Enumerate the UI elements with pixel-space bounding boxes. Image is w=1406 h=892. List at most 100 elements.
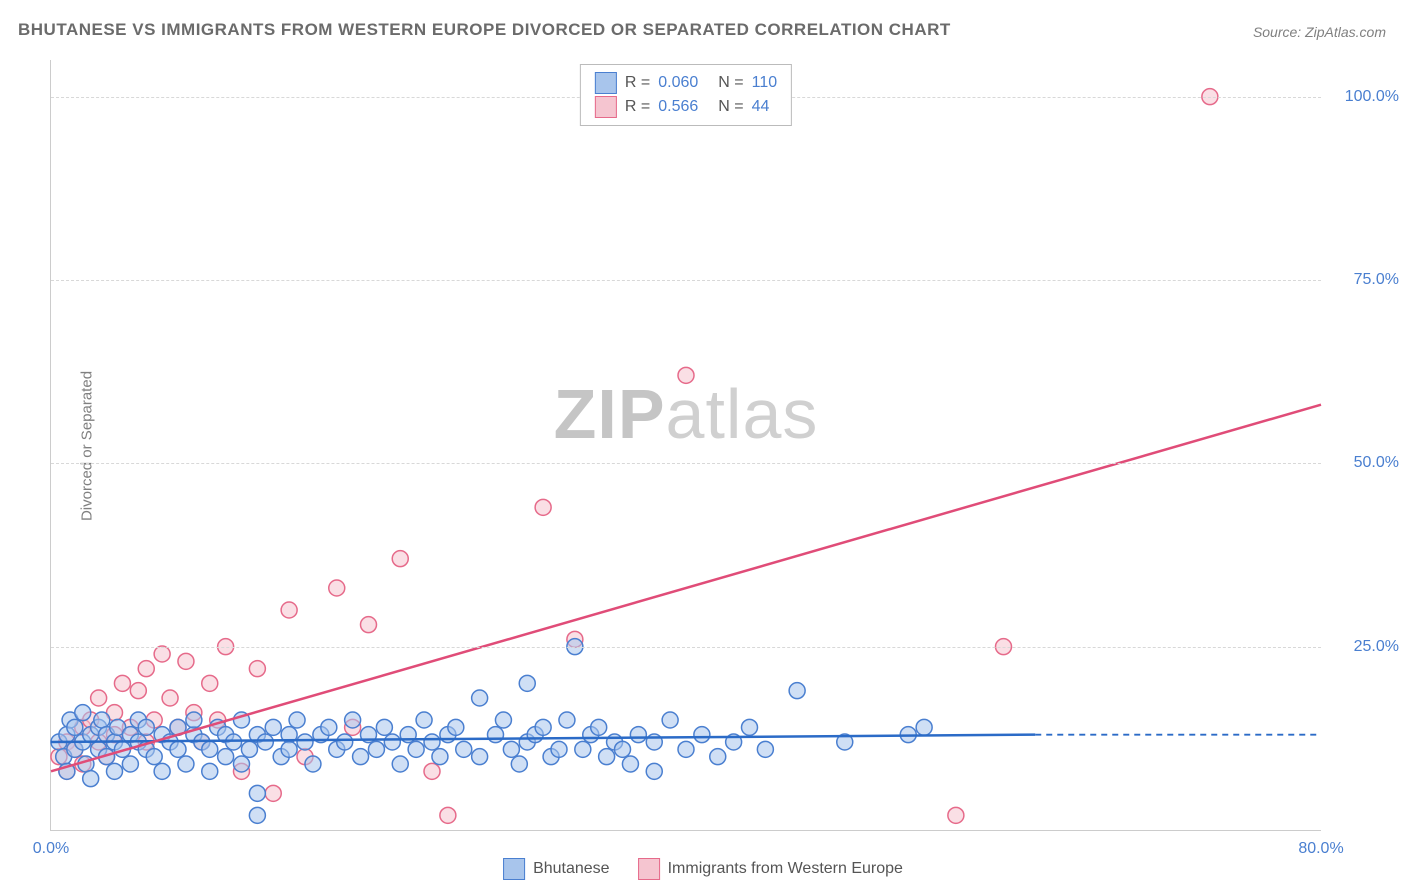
data-point	[678, 367, 694, 383]
y-tick-label: 50.0%	[1354, 454, 1399, 472]
data-point	[488, 727, 504, 743]
data-point	[710, 749, 726, 765]
data-point	[122, 756, 138, 772]
data-point	[257, 734, 273, 750]
grid-line	[51, 647, 1321, 648]
data-point	[202, 741, 218, 757]
data-point	[615, 741, 631, 757]
data-point	[551, 741, 567, 757]
data-point	[154, 646, 170, 662]
data-point	[226, 734, 242, 750]
data-point	[337, 734, 353, 750]
data-point	[289, 712, 305, 728]
y-tick-label: 25.0%	[1354, 638, 1399, 656]
data-point	[154, 763, 170, 779]
data-point	[694, 727, 710, 743]
data-point	[114, 675, 130, 691]
data-point	[130, 683, 146, 699]
data-point	[757, 741, 773, 757]
data-point	[742, 719, 758, 735]
data-point	[281, 741, 297, 757]
data-point	[75, 705, 91, 721]
data-point	[472, 749, 488, 765]
data-point	[321, 719, 337, 735]
plot-area: ZIPatlas R =0.060N =110R =0.566N =44 25.…	[50, 60, 1321, 831]
legend-correlation-box: R = 0.060 N = 110 R = 0.566 N = 44	[580, 64, 792, 126]
data-point	[241, 741, 257, 757]
data-point	[202, 763, 218, 779]
data-point	[83, 771, 99, 787]
legend-n-label: N =	[718, 95, 743, 119]
data-point	[432, 749, 448, 765]
data-point	[511, 756, 527, 772]
legend-series-item: Immigrants from Western Europe	[638, 858, 903, 880]
data-point	[249, 661, 265, 677]
legend-n-value: 110	[752, 71, 778, 95]
data-point	[67, 719, 83, 735]
data-point	[178, 653, 194, 669]
data-point	[368, 741, 384, 757]
chart-title: BHUTANESE VS IMMIGRANTS FROM WESTERN EUR…	[18, 20, 951, 40]
legend-n-value: 44	[752, 95, 770, 119]
data-point	[234, 756, 250, 772]
data-point	[408, 741, 424, 757]
data-point	[281, 602, 297, 618]
data-point	[178, 756, 194, 772]
data-point	[249, 807, 265, 823]
data-point	[170, 741, 186, 757]
data-point	[535, 719, 551, 735]
data-point	[361, 617, 377, 633]
legend-series-label: Bhutanese	[533, 860, 610, 878]
legend-r-label: R =	[625, 95, 650, 119]
grid-line	[51, 463, 1321, 464]
data-point	[646, 763, 662, 779]
legend-r-value: 0.566	[658, 95, 698, 119]
data-point	[519, 675, 535, 691]
chart-svg	[51, 60, 1321, 830]
data-point	[789, 683, 805, 699]
data-point	[353, 749, 369, 765]
legend-series-item: Bhutanese	[503, 858, 610, 880]
y-tick-label: 100.0%	[1345, 88, 1399, 106]
legend-swatch	[638, 858, 660, 880]
data-point	[559, 712, 575, 728]
trend-line-pink	[51, 405, 1321, 772]
data-point	[94, 712, 110, 728]
data-point	[495, 712, 511, 728]
y-tick-label: 75.0%	[1354, 271, 1399, 289]
data-point	[392, 551, 408, 567]
grid-line	[51, 280, 1321, 281]
data-point	[948, 807, 964, 823]
legend-swatch	[595, 96, 617, 118]
data-point	[305, 756, 321, 772]
data-point	[622, 756, 638, 772]
data-point	[424, 734, 440, 750]
data-point	[678, 741, 694, 757]
data-point	[329, 580, 345, 596]
legend-r-label: R =	[625, 71, 650, 95]
x-tick-label: 80.0%	[1298, 840, 1343, 858]
data-point	[218, 749, 234, 765]
data-point	[107, 763, 123, 779]
legend-swatch	[503, 858, 525, 880]
data-point	[472, 690, 488, 706]
data-point	[202, 675, 218, 691]
legend-stat-row: R = 0.060 N = 110	[595, 71, 777, 95]
data-point	[138, 661, 154, 677]
data-point	[297, 734, 313, 750]
legend-stat-row: R = 0.566 N = 44	[595, 95, 777, 119]
legend-n-label: N =	[718, 71, 743, 95]
legend-r-value: 0.060	[658, 71, 698, 95]
data-point	[162, 690, 178, 706]
legend-swatch	[595, 72, 617, 94]
data-point	[91, 690, 107, 706]
data-point	[265, 719, 281, 735]
source-attribution: Source: ZipAtlas.com	[1253, 24, 1386, 40]
legend-series: Bhutanese Immigrants from Western Europe	[503, 858, 903, 880]
data-point	[662, 712, 678, 728]
data-point	[448, 719, 464, 735]
data-point	[535, 499, 551, 515]
data-point	[440, 807, 456, 823]
data-point	[345, 712, 361, 728]
x-tick-label: 0.0%	[33, 840, 69, 858]
